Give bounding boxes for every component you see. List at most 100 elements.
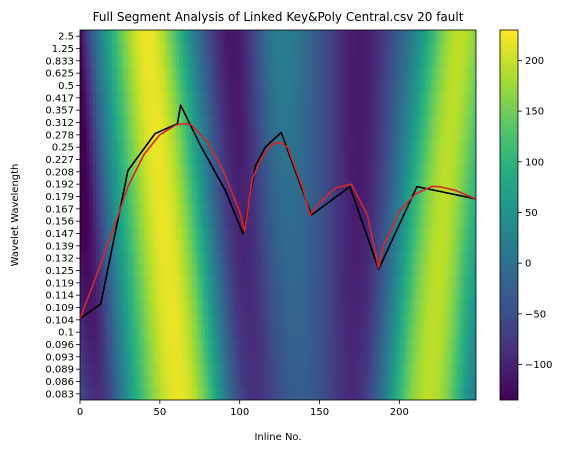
heatmap-cell bbox=[223, 387, 228, 400]
heatmap-cell bbox=[137, 215, 142, 228]
heatmap-cell bbox=[179, 252, 183, 265]
heatmap-cell bbox=[204, 190, 209, 204]
heatmap-cell bbox=[226, 54, 231, 68]
heatmap-cell bbox=[246, 264, 250, 278]
heatmap-cell bbox=[306, 79, 311, 93]
heatmap-cell bbox=[389, 313, 394, 327]
heatmap-cell bbox=[175, 301, 180, 315]
heatmap-cell bbox=[217, 363, 221, 376]
heatmap-cell bbox=[284, 91, 288, 105]
heatmap-cell bbox=[194, 141, 199, 154]
heatmap-cell bbox=[124, 276, 129, 290]
heatmap-cell bbox=[249, 313, 253, 327]
heatmap-cell bbox=[399, 141, 403, 154]
heatmap-cell bbox=[399, 153, 403, 167]
heatmap-cell bbox=[380, 227, 384, 241]
heatmap-cell bbox=[345, 141, 349, 154]
heatmap-cell bbox=[204, 153, 209, 167]
heatmap-cell bbox=[424, 91, 429, 105]
heatmap-cell bbox=[421, 42, 426, 56]
heatmap-cell bbox=[223, 301, 228, 315]
heatmap-cell bbox=[341, 301, 346, 315]
heatmap-cell bbox=[396, 30, 400, 43]
heatmap-cell bbox=[262, 239, 266, 253]
heatmap-cell bbox=[108, 190, 113, 204]
heatmap-cell bbox=[95, 116, 100, 130]
heatmap-cell bbox=[194, 338, 199, 352]
heatmap-cell bbox=[437, 190, 442, 204]
heatmap-cell bbox=[115, 338, 119, 352]
heatmap-cell bbox=[469, 165, 474, 179]
heatmap-cell bbox=[437, 215, 442, 228]
heatmap-cell bbox=[380, 375, 384, 389]
heatmap-cell bbox=[412, 264, 416, 278]
heatmap-cell bbox=[319, 165, 324, 179]
heatmap-cell bbox=[281, 79, 285, 93]
heatmap-cell bbox=[124, 363, 129, 376]
heatmap-cell bbox=[316, 128, 320, 142]
heatmap-cell bbox=[431, 42, 435, 56]
heatmap-cell bbox=[303, 91, 308, 105]
heatmap-cell bbox=[92, 67, 97, 80]
heatmap-cell bbox=[329, 227, 333, 241]
heatmap-cell bbox=[437, 363, 442, 376]
heatmap-cell bbox=[284, 313, 288, 327]
heatmap-cell bbox=[293, 141, 298, 154]
heatmap-cell bbox=[290, 301, 295, 315]
heatmap-cell bbox=[319, 264, 324, 278]
heatmap-cell bbox=[86, 190, 90, 204]
heatmap-cell bbox=[95, 387, 100, 400]
heatmap-cell bbox=[354, 141, 359, 154]
heatmap-cell bbox=[252, 116, 257, 130]
heatmap-cell bbox=[437, 30, 442, 43]
heatmap-cell bbox=[383, 67, 387, 80]
heatmap-cell bbox=[412, 363, 416, 376]
heatmap-cell bbox=[258, 54, 263, 68]
heatmap-cell bbox=[472, 54, 476, 68]
heatmap-cell bbox=[348, 116, 352, 130]
heatmap-cell bbox=[332, 79, 336, 93]
heatmap-cell bbox=[377, 153, 381, 167]
heatmap-cell bbox=[159, 128, 164, 142]
heatmap-cell bbox=[140, 264, 145, 278]
heatmap-cell bbox=[121, 301, 126, 315]
heatmap-cell bbox=[370, 128, 375, 142]
heatmap-cell bbox=[246, 91, 250, 105]
heatmap-cell bbox=[408, 165, 413, 179]
heatmap-cell bbox=[469, 116, 474, 130]
heatmap-cell bbox=[89, 30, 94, 43]
heatmap-cell bbox=[147, 190, 151, 204]
heatmap-cell bbox=[204, 141, 209, 154]
heatmap-cell bbox=[214, 215, 218, 228]
heatmap-cell bbox=[402, 202, 407, 216]
heatmap-cell bbox=[377, 30, 381, 43]
heatmap-cell bbox=[156, 313, 161, 327]
heatmap-cell bbox=[348, 375, 352, 389]
heatmap-cell bbox=[182, 276, 186, 290]
heatmap-cell bbox=[249, 67, 253, 80]
heatmap-cell bbox=[252, 91, 257, 105]
heatmap-cell bbox=[364, 202, 368, 216]
heatmap-cell bbox=[351, 116, 356, 130]
heatmap-cell bbox=[415, 128, 419, 142]
heatmap-cell bbox=[95, 91, 100, 105]
heatmap-cell bbox=[386, 313, 391, 327]
heatmap-cell bbox=[156, 30, 161, 43]
heatmap-cell bbox=[118, 165, 122, 179]
heatmap-cell bbox=[242, 79, 247, 93]
heatmap-cell bbox=[233, 128, 237, 142]
heatmap-cell bbox=[434, 104, 439, 117]
heatmap-cell bbox=[188, 30, 193, 43]
heatmap-cell bbox=[466, 141, 471, 154]
heatmap-cell bbox=[428, 215, 432, 228]
heatmap-cell bbox=[309, 215, 314, 228]
heatmap-cell bbox=[268, 116, 273, 130]
heatmap-cell bbox=[262, 178, 266, 191]
heatmap-cell bbox=[271, 313, 276, 327]
heatmap-cell bbox=[332, 252, 336, 265]
heatmap-cell bbox=[210, 116, 215, 130]
heatmap-cell bbox=[424, 301, 429, 315]
heatmap-cell bbox=[210, 350, 215, 364]
heatmap-cell bbox=[185, 387, 189, 400]
heatmap-cell bbox=[127, 338, 132, 352]
